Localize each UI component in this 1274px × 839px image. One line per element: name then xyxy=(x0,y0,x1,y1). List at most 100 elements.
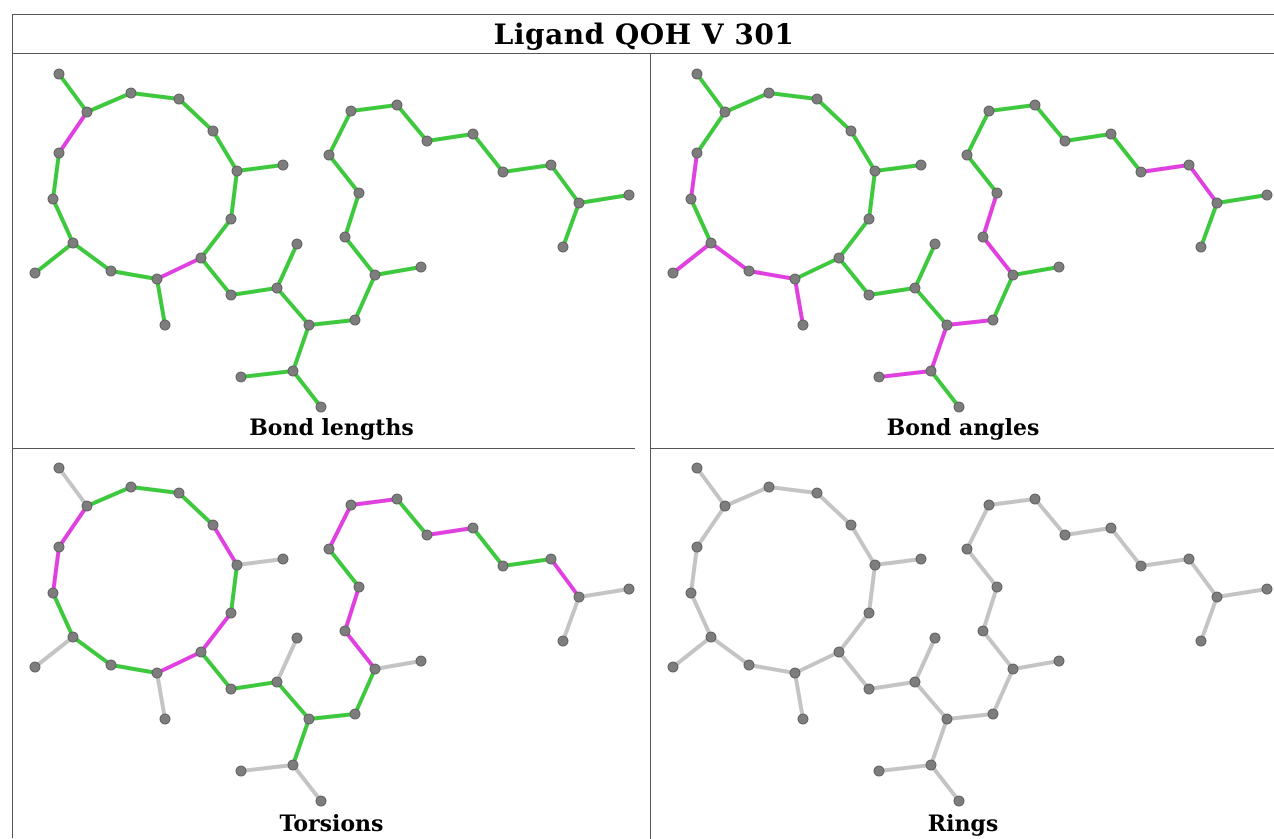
bond-17 xyxy=(867,286,917,297)
atom-11 xyxy=(67,237,79,249)
atom-33 xyxy=(1183,553,1195,565)
bond-26 xyxy=(343,585,361,633)
bond-10 xyxy=(71,241,113,273)
atom-31 xyxy=(1105,522,1117,534)
atom-1 xyxy=(719,106,731,118)
row-divider-left xyxy=(13,448,635,449)
atom-9 xyxy=(789,667,801,679)
atom-25 xyxy=(339,625,351,637)
bond-36 xyxy=(561,595,581,643)
bond-29 xyxy=(987,497,1037,507)
molecule-rings xyxy=(667,462,1273,807)
bond-30 xyxy=(395,103,429,143)
bond-13 xyxy=(51,151,61,201)
bond-16 xyxy=(199,256,233,297)
bond-4 xyxy=(849,129,877,173)
atom-22 xyxy=(315,401,327,413)
bond-11 xyxy=(671,635,713,669)
bond-23 xyxy=(307,712,357,721)
atom-35 xyxy=(623,583,635,595)
atom-36 xyxy=(557,241,569,253)
bond-1 xyxy=(85,91,133,114)
table-title-row: Ligand QOH V 301 xyxy=(13,15,1274,54)
bond-9 xyxy=(747,269,797,281)
atom-22 xyxy=(953,401,965,413)
atom-34 xyxy=(1211,197,1223,209)
bond-16 xyxy=(837,256,871,297)
caption-bond-angles: Bond angles xyxy=(886,415,1040,441)
bond-24 xyxy=(991,667,1015,716)
ligand-title: Ligand QOH V 301 xyxy=(493,17,795,51)
atom-19 xyxy=(303,713,315,725)
bond-10 xyxy=(71,635,113,667)
bond-19 xyxy=(913,286,949,327)
atom-19 xyxy=(303,319,315,331)
atom-8 xyxy=(195,646,207,658)
atom-5 xyxy=(231,559,243,571)
bond-8 xyxy=(155,256,203,281)
bond-2 xyxy=(767,91,819,101)
atom-31 xyxy=(467,128,479,140)
bond-36 xyxy=(561,201,581,249)
bond-20 xyxy=(929,323,949,373)
bond-7 xyxy=(837,611,871,654)
atom-27 xyxy=(961,149,973,161)
bond-19 xyxy=(913,680,949,721)
atom-13 xyxy=(47,587,59,599)
atom-19 xyxy=(941,713,953,725)
atom-9 xyxy=(789,273,801,285)
atom-6 xyxy=(277,553,289,565)
molecule-bond-angles xyxy=(667,68,1273,413)
atom-25 xyxy=(977,231,989,243)
bond-3 xyxy=(815,491,853,527)
bond-10 xyxy=(709,241,751,273)
bond-29 xyxy=(349,103,399,113)
atom-31 xyxy=(1105,128,1117,140)
atom-10 xyxy=(105,659,117,671)
bond-28 xyxy=(965,503,991,551)
bond-22 xyxy=(929,369,961,409)
atom-20 xyxy=(287,759,299,771)
atom-30 xyxy=(1059,135,1071,147)
bond-35 xyxy=(577,193,631,205)
atom-31 xyxy=(467,522,479,534)
atom-32 xyxy=(1135,560,1147,572)
atom-4 xyxy=(207,125,219,137)
bond-33 xyxy=(501,163,553,174)
bond-25 xyxy=(343,235,377,277)
atom-29 xyxy=(1029,493,1041,505)
bond-6 xyxy=(867,169,877,221)
bond-7 xyxy=(837,217,871,260)
bond-13 xyxy=(689,151,699,201)
atom-27 xyxy=(323,149,335,161)
atom-3 xyxy=(173,487,185,499)
bond-33 xyxy=(1139,557,1191,568)
bond-34 xyxy=(1187,163,1219,205)
bond-8 xyxy=(155,650,203,675)
bond-8 xyxy=(793,256,841,281)
bond-32 xyxy=(1109,132,1143,174)
bond-14 xyxy=(695,110,727,155)
atom-5 xyxy=(869,165,881,177)
atom-3 xyxy=(811,93,823,105)
atom-28 xyxy=(345,499,357,511)
bond-20 xyxy=(291,717,311,767)
atom-37 xyxy=(1053,261,1065,273)
atom-28 xyxy=(983,105,995,117)
bond-3 xyxy=(815,97,853,133)
molecule-torsions xyxy=(29,462,635,807)
atom-17 xyxy=(909,282,921,294)
atom-29 xyxy=(391,493,403,505)
atom-13 xyxy=(685,587,697,599)
atom-6 xyxy=(915,553,927,565)
atom-37 xyxy=(1053,655,1065,667)
atom-35 xyxy=(1261,189,1273,201)
bond-15 xyxy=(793,277,805,327)
bond-23 xyxy=(307,318,357,327)
bond-28 xyxy=(327,109,353,157)
atom-23 xyxy=(349,314,361,326)
bond-0 xyxy=(57,72,89,114)
bond-24 xyxy=(353,667,377,716)
atom-5 xyxy=(231,165,243,177)
atom-32 xyxy=(1135,166,1147,178)
